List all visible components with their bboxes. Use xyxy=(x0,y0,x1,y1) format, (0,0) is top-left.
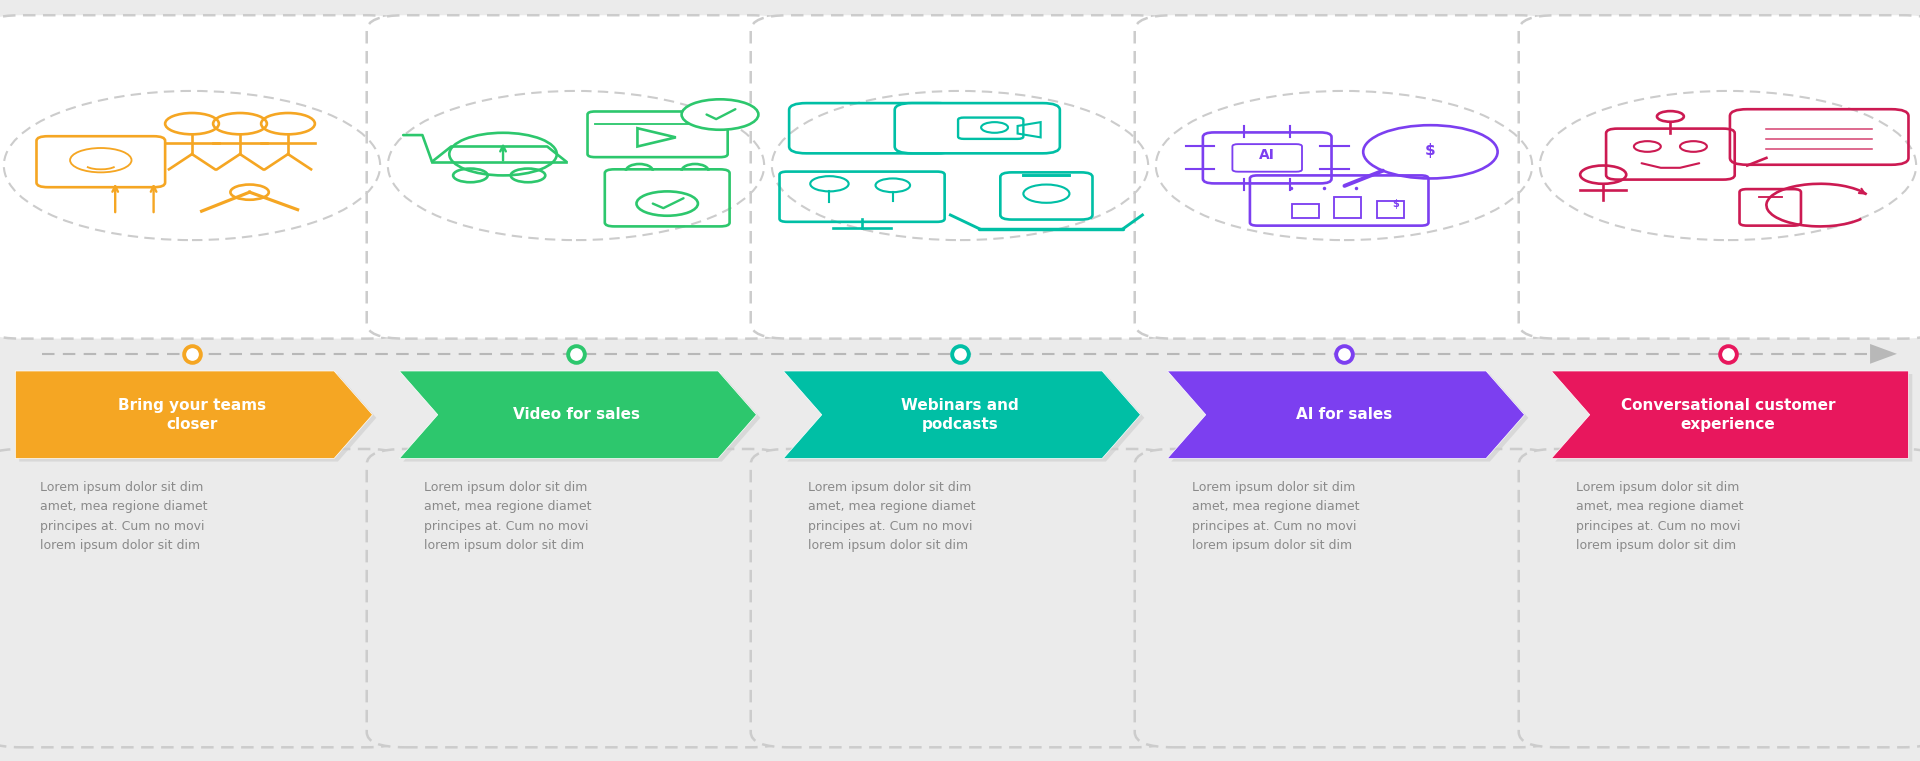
Text: $: $ xyxy=(1425,143,1436,158)
Text: Conversational customer
experience: Conversational customer experience xyxy=(1620,398,1836,431)
Bar xyxy=(1334,196,1361,218)
Polygon shape xyxy=(783,371,1140,458)
FancyBboxPatch shape xyxy=(1135,449,1557,747)
Text: Video for sales: Video for sales xyxy=(513,407,639,422)
Bar xyxy=(1377,201,1404,218)
Bar xyxy=(1292,204,1319,218)
Text: Lorem ipsum dolor sit dim
amet, mea regione diamet
principes at. Cum no movi
lor: Lorem ipsum dolor sit dim amet, mea regi… xyxy=(808,481,975,552)
Polygon shape xyxy=(403,374,760,461)
FancyBboxPatch shape xyxy=(895,103,1060,154)
Polygon shape xyxy=(1551,371,1908,458)
Polygon shape xyxy=(1171,374,1528,461)
Polygon shape xyxy=(15,371,372,458)
Polygon shape xyxy=(399,371,756,458)
Text: Lorem ipsum dolor sit dim
amet, mea regione diamet
principes at. Cum no movi
lor: Lorem ipsum dolor sit dim amet, mea regi… xyxy=(40,481,207,552)
FancyBboxPatch shape xyxy=(751,449,1173,747)
FancyBboxPatch shape xyxy=(367,449,789,747)
FancyBboxPatch shape xyxy=(751,15,1173,339)
Polygon shape xyxy=(1555,374,1912,461)
FancyBboxPatch shape xyxy=(0,15,405,339)
Text: AI: AI xyxy=(1260,148,1275,162)
Text: Bring your teams
closer: Bring your teams closer xyxy=(117,398,267,431)
Polygon shape xyxy=(787,374,1144,461)
Circle shape xyxy=(682,99,758,129)
Polygon shape xyxy=(1870,344,1897,364)
Text: Lorem ipsum dolor sit dim
amet, mea regione diamet
principes at. Cum no movi
lor: Lorem ipsum dolor sit dim amet, mea regi… xyxy=(424,481,591,552)
Text: AI for sales: AI for sales xyxy=(1296,407,1392,422)
FancyBboxPatch shape xyxy=(1519,15,1920,339)
Polygon shape xyxy=(1167,371,1524,458)
FancyBboxPatch shape xyxy=(1519,449,1920,747)
Polygon shape xyxy=(19,374,376,461)
Text: Lorem ipsum dolor sit dim
amet, mea regione diamet
principes at. Cum no movi
lor: Lorem ipsum dolor sit dim amet, mea regi… xyxy=(1192,481,1359,552)
Text: $: $ xyxy=(1392,199,1400,209)
FancyBboxPatch shape xyxy=(0,449,405,747)
FancyBboxPatch shape xyxy=(367,15,789,339)
FancyBboxPatch shape xyxy=(1135,15,1557,339)
Text: Webinars and
podcasts: Webinars and podcasts xyxy=(900,398,1020,431)
Text: Lorem ipsum dolor sit dim
amet, mea regione diamet
principes at. Cum no movi
lor: Lorem ipsum dolor sit dim amet, mea regi… xyxy=(1576,481,1743,552)
